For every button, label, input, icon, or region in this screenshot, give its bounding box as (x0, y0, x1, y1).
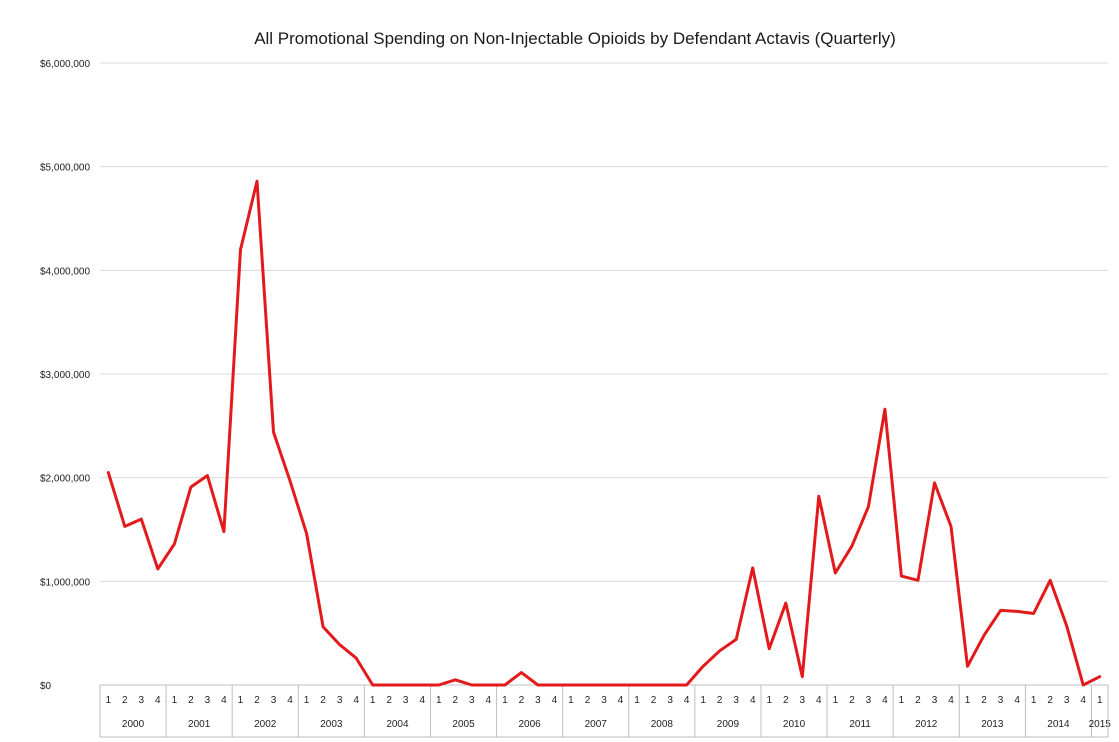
quarter-tick-label: 3 (469, 695, 475, 706)
quarter-tick-label: 3 (733, 695, 739, 706)
quarter-tick-label: 4 (1014, 695, 1020, 706)
quarter-tick-label: 2 (122, 695, 128, 706)
quarter-tick-label: 3 (1064, 695, 1070, 706)
year-label: 2012 (915, 719, 938, 730)
quarter-tick-label: 2 (981, 695, 987, 706)
quarter-tick-label: 3 (866, 695, 872, 706)
year-label: 2010 (783, 719, 806, 730)
quarter-tick-label: 1 (634, 695, 640, 706)
year-label: 2002 (254, 719, 277, 730)
quarter-tick-label: 3 (337, 695, 343, 706)
quarter-tick-label: 4 (221, 695, 227, 706)
quarter-tick-label: 1 (833, 695, 839, 706)
quarter-tick-label: 4 (486, 695, 492, 706)
quarter-tick-label: 4 (750, 695, 756, 706)
quarter-tick-label: 2 (585, 695, 591, 706)
year-label: 2015 (1089, 719, 1112, 730)
quarter-tick-label: 1 (766, 695, 772, 706)
quarter-tick-label: 1 (1031, 695, 1037, 706)
year-label: 2000 (122, 719, 145, 730)
year-label: 2006 (519, 719, 542, 730)
quarter-tick-label: 2 (386, 695, 392, 706)
y-tick-label: $5,000,000 (40, 163, 90, 174)
chart-title: All Promotional Spending on Non-Injectab… (254, 29, 896, 48)
quarter-tick-label: 3 (932, 695, 938, 706)
quarter-tick-label: 3 (403, 695, 409, 706)
quarter-tick-label: 4 (816, 695, 822, 706)
quarter-tick-label: 1 (700, 695, 706, 706)
quarter-tick-label: 3 (667, 695, 673, 706)
quarter-tick-label: 1 (304, 695, 310, 706)
quarter-tick-label: 2 (519, 695, 525, 706)
y-tick-label: $2,000,000 (40, 474, 90, 485)
year-label: 2007 (585, 719, 608, 730)
quarter-tick-label: 3 (800, 695, 806, 706)
quarter-tick-label: 2 (320, 695, 326, 706)
quarter-tick-label: 3 (271, 695, 277, 706)
series-line (106, 179, 1102, 687)
year-label: 2004 (386, 719, 409, 730)
quarter-tick-label: 2 (849, 695, 855, 706)
y-tick-label: $1,000,000 (40, 577, 90, 588)
y-tick-label: $0 (40, 681, 52, 692)
year-label: 2014 (1047, 719, 1070, 730)
series (106, 179, 1102, 687)
quarter-tick-label: 2 (452, 695, 458, 706)
quarter-tick-label: 3 (139, 695, 145, 706)
quarter-tick-label: 3 (998, 695, 1004, 706)
quarter-tick-label: 4 (155, 695, 161, 706)
quarter-tick-label: 4 (1080, 695, 1086, 706)
quarter-tick-label: 1 (899, 695, 905, 706)
quarter-tick-label: 4 (419, 695, 425, 706)
quarter-tick-label: 3 (205, 695, 211, 706)
quarter-tick-label: 1 (568, 695, 574, 706)
quarter-tick-label: 1 (105, 695, 111, 706)
quarter-tick-label: 4 (618, 695, 624, 706)
year-label: 2003 (320, 719, 343, 730)
y-tick-label: $3,000,000 (40, 370, 90, 381)
quarter-tick-label: 1 (965, 695, 971, 706)
y-tick-label: $4,000,000 (40, 266, 90, 277)
quarter-tick-label: 4 (882, 695, 888, 706)
quarter-tick-label: 1 (172, 695, 178, 706)
gridlines (100, 62, 1108, 582)
y-tick-label: $6,000,000 (40, 59, 90, 70)
quarter-tick-label: 4 (552, 695, 558, 706)
quarter-tick-label: 4 (287, 695, 293, 706)
quarter-tick-label: 2 (188, 695, 194, 706)
y-axis-ticks: $0 $1,000,000 $2,000,000 $3,000,000 $4,000,0… (40, 59, 90, 692)
year-label: 2009 (717, 719, 740, 730)
year-label: 2005 (452, 719, 475, 730)
quarter-tick-label: 2 (254, 695, 260, 706)
quarter-tick-label: 2 (1047, 695, 1053, 706)
quarter-tick-label: 4 (948, 695, 954, 706)
year-label: 2008 (651, 719, 674, 730)
quarter-tick-label: 1 (370, 695, 376, 706)
quarter-tick-label: 2 (651, 695, 657, 706)
quarter-tick-label: 3 (601, 695, 607, 706)
quarter-tick-label: 3 (535, 695, 541, 706)
year-label: 2001 (188, 719, 211, 730)
year-label: 2013 (981, 719, 1004, 730)
year-label: 2011 (849, 719, 871, 730)
quarter-tick-label: 2 (915, 695, 921, 706)
quarter-tick-label: 2 (717, 695, 723, 706)
quarter-tick-label: 1 (1097, 695, 1103, 706)
quarter-tick-label: 1 (238, 695, 244, 706)
quarter-tick-label: 1 (502, 695, 508, 706)
quarter-tick-label: 4 (684, 695, 690, 706)
quarter-tick-label: 4 (353, 695, 359, 706)
quarter-tick-label: 1 (436, 695, 442, 706)
quarter-tick-label: 2 (783, 695, 789, 706)
